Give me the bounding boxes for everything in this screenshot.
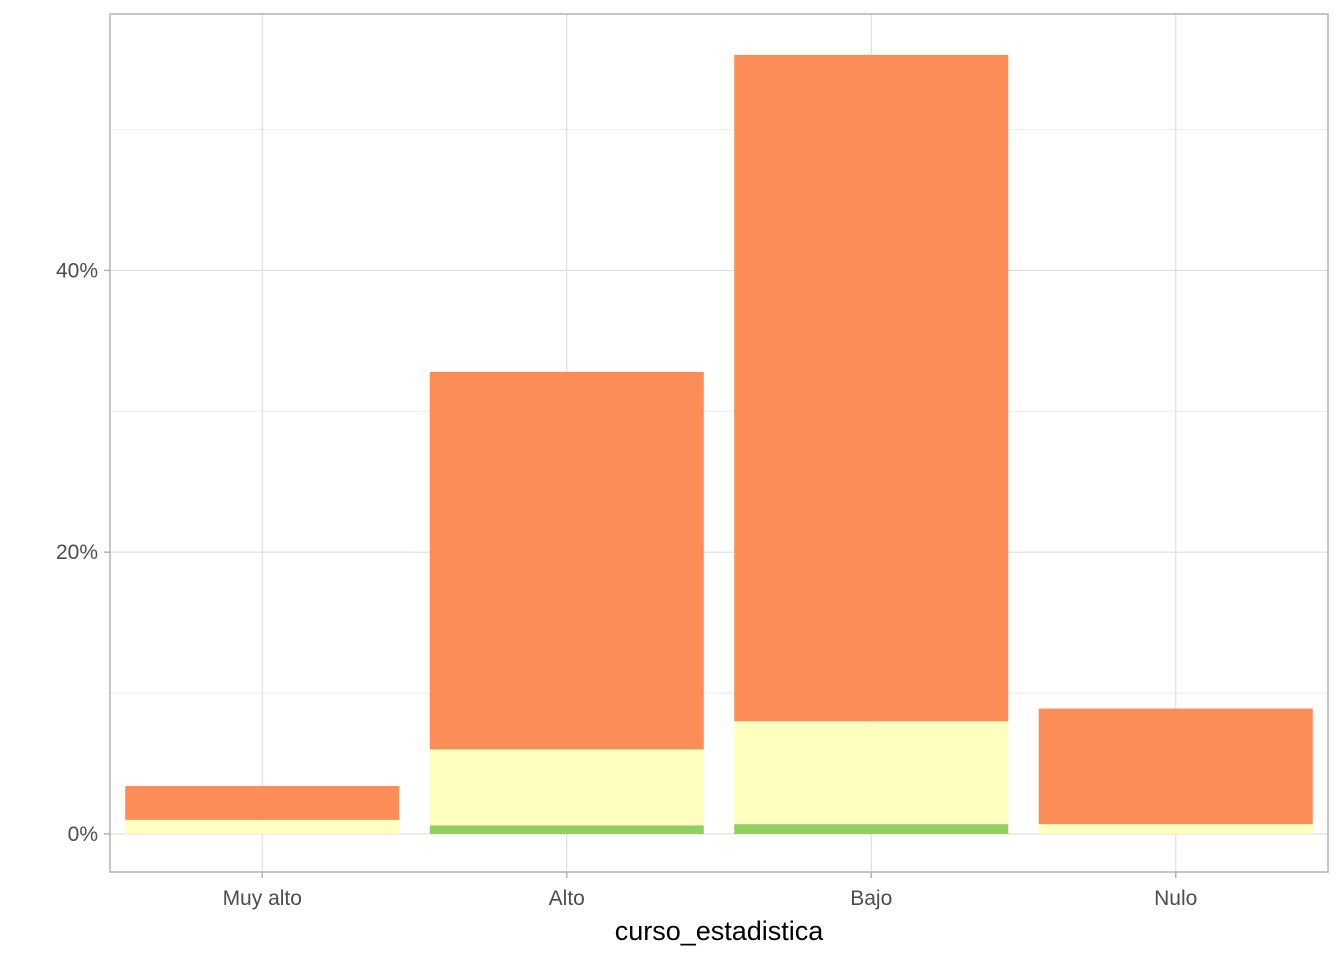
axes: 0% 20% 40% Muy alto Alto Bajo Nulo	[56, 259, 1197, 910]
bar-segment	[1038, 708, 1313, 825]
x-tick-label: Bajo	[850, 887, 892, 910]
bar-segment	[125, 786, 400, 820]
y-tick-label: 20%	[56, 541, 98, 564]
bar-segment	[429, 825, 704, 834]
bar-segment	[734, 721, 1009, 825]
bar-segment	[429, 749, 704, 826]
y-tick-label: 40%	[56, 259, 98, 282]
bar-segment	[429, 371, 704, 750]
bars	[125, 54, 1313, 834]
bar-segment	[1038, 824, 1313, 834]
bar-segment	[734, 54, 1009, 722]
bar-segment	[734, 824, 1009, 834]
x-tick-label: Muy alto	[223, 887, 302, 910]
x-tick-label: Nulo	[1154, 887, 1197, 910]
x-tick-label: Alto	[549, 887, 585, 910]
panel-border	[109, 13, 1329, 873]
y-tick-label: 0%	[68, 823, 98, 846]
bar-segment	[125, 819, 400, 834]
x-axis-title: curso_estadistica	[615, 916, 825, 946]
